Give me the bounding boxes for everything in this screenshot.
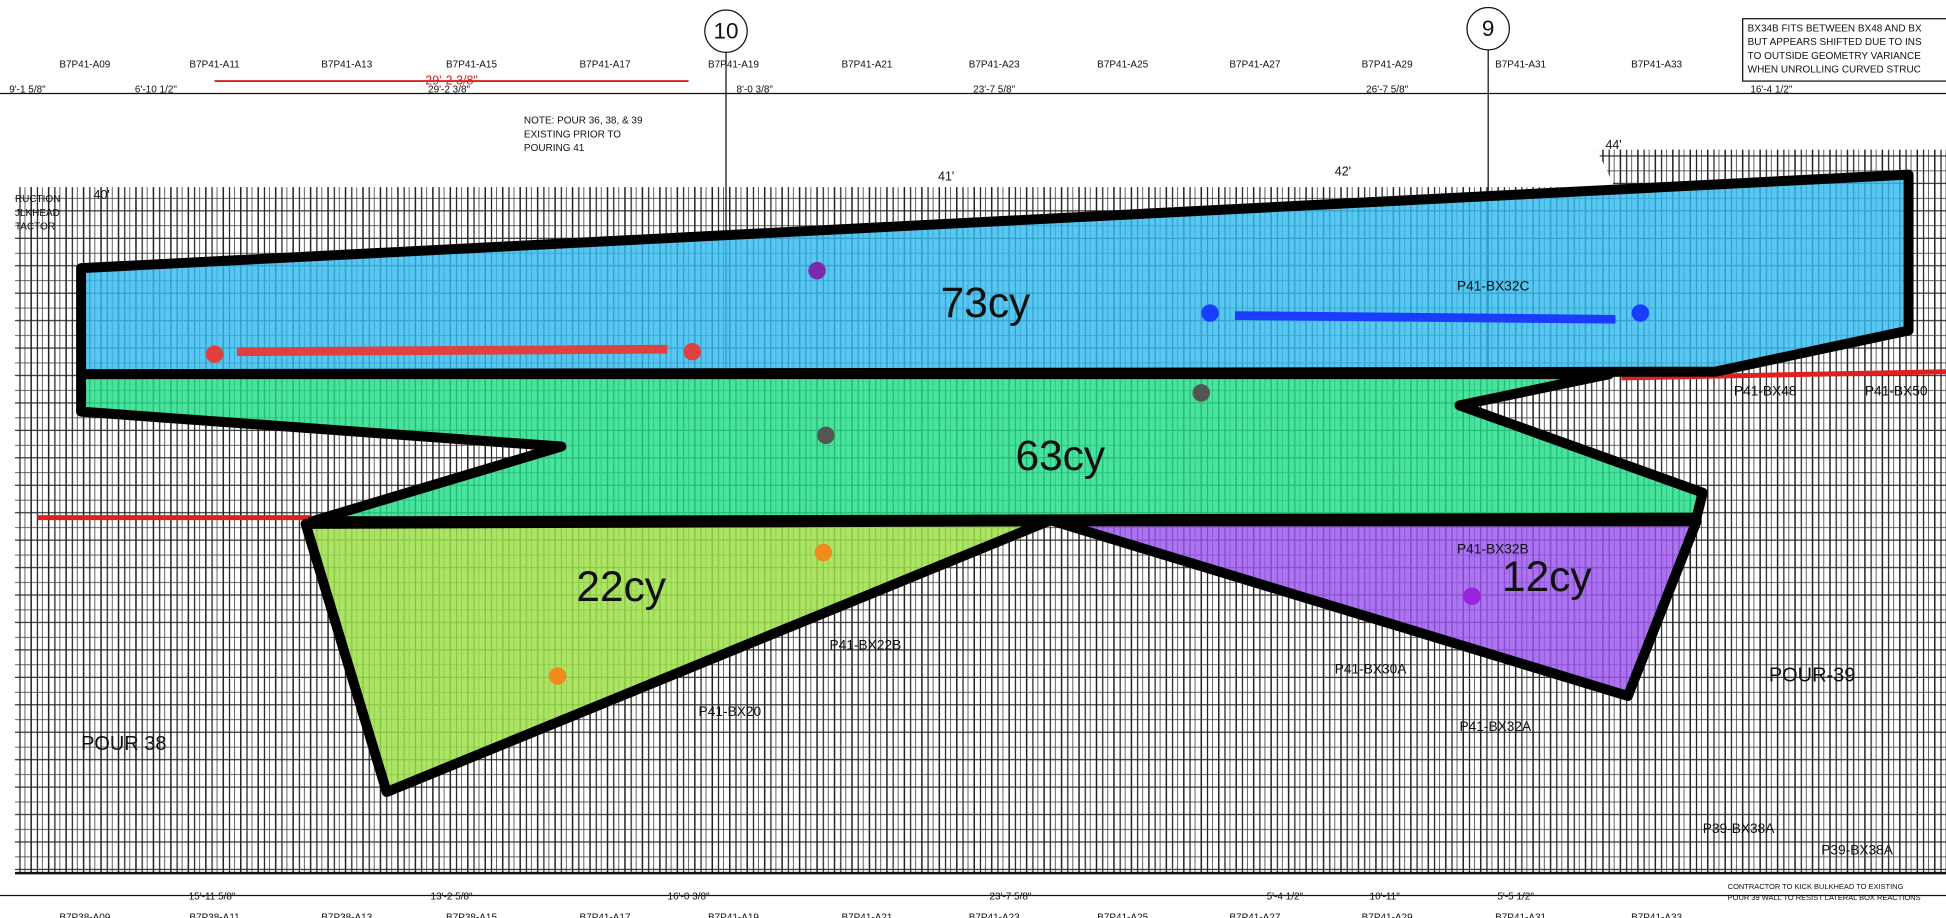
grid-label: B7P41-A31	[1495, 59, 1546, 70]
grid-label: B7P41-A29	[1362, 913, 1413, 918]
pour-region	[1049, 516, 1702, 701]
grid-label: B7P41-A33	[1631, 59, 1682, 70]
dim-label: 8'-0 3/8"	[736, 84, 773, 95]
contractor-note: POUR 39 WALL TO RESIST LATERAL BOX REACT…	[1728, 893, 1921, 902]
label: P41-BX30A	[1335, 661, 1408, 676]
contractor-note: CONTRACTOR TO KICK BULKHEAD TO EXISTING	[1728, 882, 1904, 891]
elevation: 42'	[1335, 164, 1351, 178]
note: NOTE: POUR 36, 38, & 39	[524, 116, 643, 127]
grid-label: B7P41-A25	[1097, 59, 1148, 70]
dim-label: 16'-4 1/2"	[1750, 84, 1792, 95]
note: RUCTION	[15, 194, 60, 205]
label: P39-BX38A	[1821, 842, 1894, 857]
grid-label: B7P41-A23	[969, 913, 1020, 918]
pour-volume: 63cy	[1016, 432, 1106, 479]
grid-label: B7P41-A17	[580, 913, 631, 918]
grid-label: B7P41-A21	[841, 913, 892, 918]
grid-label: B7P38-A15	[446, 913, 497, 918]
note: TO OUTSIDE GEOMETRY VARIANCE	[1748, 51, 1922, 62]
note: POURING 41	[524, 143, 585, 154]
grid-label: B7P41-A19	[708, 59, 759, 70]
grid-label: B7P41-A21	[841, 59, 892, 70]
label: P41-BX50	[1865, 383, 1928, 398]
note: TACTOR	[15, 222, 55, 233]
pour-volume: 22cy	[576, 563, 666, 610]
grid-label: B7P41-A19	[708, 913, 759, 918]
grid-label: B7P41-A27	[1229, 913, 1280, 918]
dim-label: 23'-7 5/8"	[989, 891, 1031, 902]
point	[814, 543, 833, 562]
label: P41-BX48	[1734, 383, 1797, 398]
elevation: 41'	[938, 169, 954, 183]
grid-label: B7P41-A33	[1631, 913, 1682, 918]
dim-label: 15'-11 5/8"	[189, 891, 236, 902]
point	[808, 261, 826, 280]
note: EXISTING PRIOR TO	[524, 129, 621, 140]
grid-label: B7P41-A31	[1495, 913, 1546, 918]
pour-region	[76, 169, 1914, 380]
grid-label: B7P41-A11	[189, 59, 240, 70]
point	[548, 667, 567, 685]
note: WHEN UNROLLING CURVED STRUC	[1748, 64, 1921, 75]
pour-volume: 73cy	[941, 279, 1031, 326]
label: P41-BX32A	[1460, 719, 1533, 734]
grid-label: B7P41-A15	[446, 59, 497, 70]
grid-label: B7P41-A29	[1362, 59, 1413, 70]
point	[683, 343, 702, 361]
grid-label: B7P38-A09	[59, 913, 110, 918]
label: POUR 38	[81, 733, 166, 755]
dim-label: 10'-11"	[1370, 891, 1401, 902]
grid-label: B7P41-A17	[580, 59, 631, 70]
dim-label: 5'-4 1/2"	[1267, 891, 1304, 902]
elevation: 44'	[1605, 138, 1621, 152]
label: P41-BX32B	[1457, 542, 1529, 557]
grid-label: B7P38-A11	[189, 913, 240, 918]
point	[205, 345, 224, 363]
grid-bubble-label: 10	[714, 18, 739, 43]
note-box	[1742, 18, 1946, 82]
grid-label: B7P41-A23	[969, 59, 1020, 70]
label: P39-BX38A	[1703, 821, 1776, 836]
grid-label: B7P38-A13	[321, 913, 372, 918]
point	[1463, 587, 1481, 605]
note: BX34B FITS BETWEEN BX48 AND BX	[1748, 23, 1922, 34]
pour-volume: 12cy	[1502, 553, 1592, 600]
red-line	[236, 344, 668, 357]
elevation: 40'	[94, 188, 110, 202]
point	[817, 426, 835, 445]
label: P41-BX32C	[1457, 279, 1530, 294]
dim-label: 26'-7 5/8"	[1366, 84, 1408, 95]
label: POUR-39	[1769, 664, 1855, 686]
point	[1201, 304, 1219, 322]
grid-label: B7P41-A09	[59, 59, 110, 70]
dim-label: 16'-0 3/8"	[668, 891, 710, 902]
red-line	[1621, 369, 1946, 381]
grid-label: B7P41-A13	[321, 59, 372, 70]
blue-line	[1234, 311, 1616, 324]
grid-label: B7P41-A25	[1097, 913, 1148, 918]
note: JLKHEAD	[15, 208, 60, 219]
pour-region	[300, 516, 1053, 798]
label: P41-BX20	[699, 704, 762, 719]
dim-label: 29'-2 3/8"	[428, 84, 470, 95]
grid-label: B7P41-A27	[1229, 59, 1280, 70]
point	[1192, 384, 1211, 402]
note: BUT APPEARS SHIFTED DUE TO INS	[1748, 37, 1922, 48]
grid-bubble-label: 9	[1482, 16, 1494, 41]
dim-label: 5'-5 1/2"	[1497, 891, 1534, 902]
point	[1631, 304, 1650, 322]
dim-label: 23'-7 5/8"	[973, 84, 1015, 95]
dim-label: 13'-2 5/8"	[431, 891, 473, 902]
dim-label: 6'-10 1/2"	[135, 84, 177, 95]
dim-label: 9'-1 5/8"	[9, 84, 46, 95]
red-dim-label: 29'-2 3/8"	[425, 73, 478, 87]
label: P41-BX22B	[830, 638, 902, 653]
